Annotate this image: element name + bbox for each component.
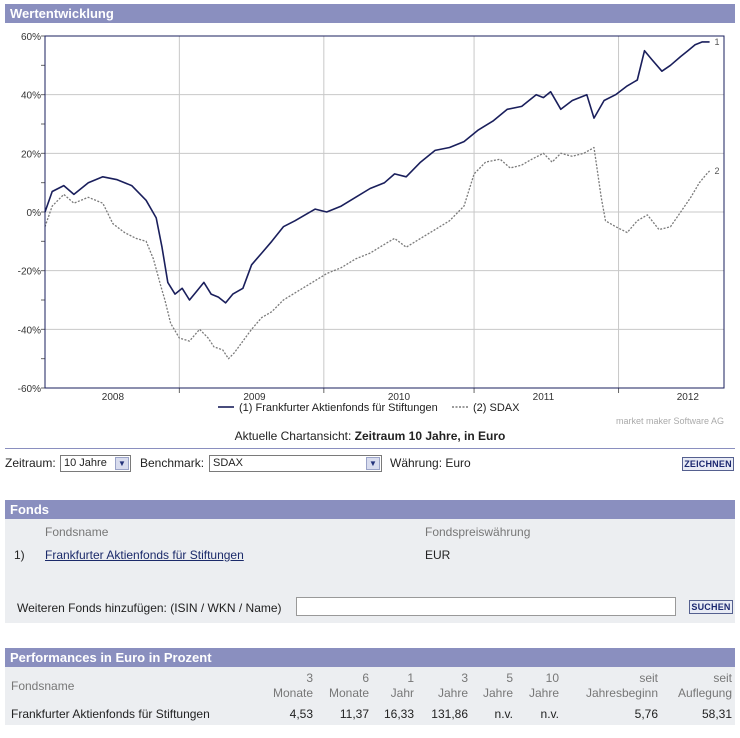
performance-value: 4,53: [289, 707, 313, 721]
x-tick-label: 2009: [243, 392, 266, 403]
perf-header-bottom: Jahre: [528, 686, 559, 700]
suchen-button[interactable]: SUCHEN: [689, 600, 733, 614]
fonds-row-index: 1): [14, 548, 25, 562]
perf-header-bottom: Jahre: [437, 686, 468, 700]
y-tick-label: 60%: [21, 32, 41, 43]
legend-label: (2) SDAX: [473, 402, 520, 414]
perf-header-top: seit: [713, 671, 732, 685]
y-tick-label: -60%: [18, 384, 41, 395]
zeitraum-select[interactable]: 10 Jahre ▼: [60, 455, 131, 472]
x-tick-label: 2012: [677, 392, 700, 403]
performance-section-title: Performances in Euro in Prozent: [10, 650, 212, 665]
benchmark-select-value: SDAX: [213, 457, 243, 469]
benchmark-label: Benchmark:: [140, 456, 205, 470]
fonds-row-name-link[interactable]: Frankfurter Aktienfonds für Stiftungen: [45, 548, 244, 562]
chevron-down-icon[interactable]: ▼: [115, 457, 129, 470]
zeitraum-label: Zeitraum:: [5, 456, 56, 470]
perf-header-bottom: Auflegung: [677, 686, 732, 700]
current-view-caption: Aktuelle Chartansicht: Zeitraum 10 Jahre…: [0, 429, 740, 443]
chart-section-header: Wertentwicklung: [5, 4, 735, 23]
fonds-section-header: Fonds: [5, 500, 735, 519]
performance-value: n.v.: [494, 707, 513, 721]
fonds-section-title: Fonds: [10, 502, 49, 517]
performance-value: n.v.: [540, 707, 559, 721]
fonds-row-currency: EUR: [425, 548, 451, 562]
perf-header-bottom: Monate: [328, 686, 369, 700]
zeichnen-button[interactable]: ZEICHNEN: [682, 457, 734, 471]
x-tick-label: 2011: [533, 392, 555, 403]
perf-header-top: 3: [306, 671, 313, 685]
series-line: [44, 41, 710, 304]
performance-value: 5,76: [634, 707, 658, 721]
series-end-label: 1: [715, 37, 720, 47]
series-line: [44, 146, 711, 360]
perf-header-bottom: Jahr: [390, 686, 414, 700]
performance-section-header: Performances in Euro in Prozent: [5, 648, 735, 667]
perf-header-top: 5: [506, 671, 513, 685]
y-tick-label: 0%: [27, 208, 42, 219]
perf-header-bottom: Jahre: [482, 686, 513, 700]
perf-header-top: 6: [362, 671, 369, 685]
x-tick-label: 2008: [102, 392, 125, 403]
perf-header-bottom: Jahresbeginn: [585, 686, 658, 700]
add-fonds-label: Weiteren Fonds hinzufügen: (ISIN / WKN /…: [17, 601, 282, 615]
chart-section-title: Wertentwicklung: [10, 6, 114, 21]
add-fonds-input[interactable]: [296, 597, 676, 616]
current-view-value: Zeitraum 10 Jahre, in Euro: [354, 429, 506, 443]
fonds-col-name: Fondsname: [45, 525, 109, 539]
benchmark-select[interactable]: SDAX ▼: [209, 455, 382, 472]
current-view-prefix: Aktuelle Chartansicht:: [234, 429, 352, 443]
perf-header-top: seit: [639, 671, 658, 685]
perf-header-top: 1: [407, 671, 414, 685]
divider: [5, 448, 735, 449]
series-end-label: 2: [715, 166, 720, 176]
zeitraum-select-value: 10 Jahre: [64, 457, 107, 469]
y-tick-label: 40%: [21, 91, 41, 102]
currency-label: Währung: Euro: [390, 456, 471, 470]
performance-value: 58,31: [701, 707, 732, 721]
y-tick-label: 20%: [21, 149, 41, 160]
legend-label: (1) Frankfurter Aktienfonds für Stiftung…: [239, 402, 438, 414]
performance-chart: 60% 40% 20% 0% -20% -40% -60% 2008 2009 2010 2011 2…: [18, 32, 725, 414]
chart-watermark: market maker Software AG: [616, 416, 725, 426]
perf-header-top: 10: [545, 671, 559, 685]
performance-value: 131,86: [431, 707, 468, 721]
perf-header-bottom: Monate: [272, 686, 313, 700]
performance-value: 16,33: [383, 707, 414, 721]
performance-row-name: Frankfurter Aktienfonds für Stiftungen: [11, 707, 210, 721]
y-tick-label: -20%: [18, 267, 41, 278]
plot-frame: [44, 35, 725, 389]
chevron-down-icon[interactable]: ▼: [366, 457, 380, 470]
y-tick-label: -40%: [18, 325, 41, 336]
performance-col-name: Fondsname: [11, 679, 75, 693]
perf-header-top: 3: [461, 671, 468, 685]
performance-value: 11,37: [339, 707, 369, 721]
fonds-col-currency: Fondspreiswährung: [425, 525, 531, 539]
x-tick-label: 2010: [388, 392, 411, 403]
fonds-panel: Fondsname Fondspreiswährung 1) Frankfurt…: [5, 519, 735, 623]
performance-panel: Fondsname 3 Monate 6 Monate 1 Jahr 3 Jah…: [5, 667, 735, 725]
